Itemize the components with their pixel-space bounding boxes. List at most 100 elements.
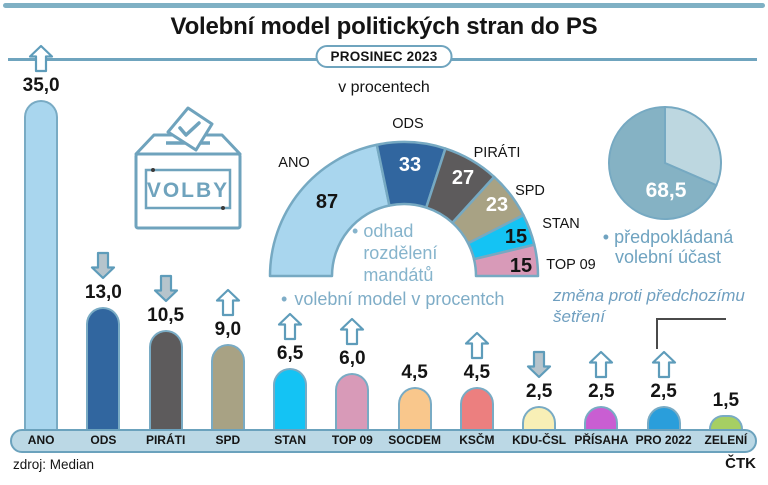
axis-label-ano: ANO	[27, 433, 55, 447]
bar-spd	[210, 344, 245, 429]
legend-vote-model: • volební model v procentch	[281, 289, 504, 310]
bullet-icon: •	[602, 227, 610, 247]
up-arrow-icon-spd	[215, 289, 240, 317]
bar-ods	[86, 306, 121, 429]
down-arrow-shape	[91, 251, 116, 279]
bar-value-zelení: 1,5	[712, 389, 740, 411]
bar-ano	[24, 100, 59, 429]
bar-value-ano: 35,0	[22, 75, 60, 96]
legend-turnout-line1: • předpokládaná	[602, 227, 734, 247]
legend-mandates: • odhad rozdělení mandátů	[352, 220, 437, 286]
down-arrow-shape	[527, 350, 552, 378]
mandate-value-stan: 15	[505, 226, 527, 248]
mandate-value-spd: 23	[486, 194, 508, 216]
bar-value-přísaha: 2,5	[588, 380, 615, 402]
page-title: Volební model politických stran do PS	[170, 13, 598, 40]
bar-value-ods: 13,0	[84, 281, 122, 303]
axis-label-kdu-čsl: KDU-ČSL	[512, 433, 567, 447]
bar-kdu-čsl	[522, 405, 557, 429]
bar-stan	[273, 367, 308, 429]
down-arrow-icon-piráti	[153, 275, 178, 303]
up-arrow-icon-pro-2022	[651, 350, 676, 378]
volby-label: VOLBY	[147, 179, 229, 202]
legend-turnout-line2: volební účast	[614, 246, 722, 267]
up-arrow-shape	[651, 350, 676, 378]
legend-vote-model-text: volební model v procentch	[294, 289, 505, 309]
down-arrow-shape	[153, 275, 178, 303]
mandate-label-ano: ANO	[278, 155, 309, 171]
bar-value-ksčm: 4,5	[463, 361, 491, 383]
mandate-segment-top-09	[472, 243, 540, 278]
note-pointer-line-horizontal	[656, 318, 726, 320]
mandate-label-piráti: PIRÁTI	[474, 144, 521, 161]
mandate-value-ano: 87	[316, 191, 338, 213]
up-arrow-icon-ano	[29, 44, 54, 73]
mandate-segment-ano	[268, 143, 391, 278]
checkmark-icon	[178, 121, 201, 137]
up-arrow-icon-přísaha	[589, 350, 614, 378]
axis-label-pro-2022: PRO 2022	[635, 433, 692, 447]
up-arrow-shape	[464, 331, 489, 359]
up-arrow-shape	[340, 317, 365, 345]
mandate-label-stan: STAN	[542, 216, 580, 232]
axis-label-socdem: SOCDEM	[388, 433, 441, 447]
bullet-icon: •	[352, 221, 359, 241]
up-arrow-shape	[278, 312, 303, 341]
agency-credit: ČTK	[725, 455, 756, 472]
dot-decoration	[151, 168, 155, 172]
bar-value-piráti: 10,5	[147, 305, 185, 327]
axis-label-piráti: PIRÁTI	[145, 433, 186, 447]
dot-decoration	[221, 206, 225, 210]
turnout-value: 68,5	[646, 179, 687, 202]
turnout-slice	[608, 105, 718, 220]
down-arrow-icon-ods	[91, 251, 116, 279]
unit-subtitle: v procentech	[338, 79, 430, 96]
axis-label-zelení: ZELENÍ	[704, 433, 748, 447]
up-arrow-icon-top-09	[340, 317, 365, 345]
bar-value-socdem: 4,5	[401, 361, 428, 383]
x-axis-band	[10, 429, 757, 453]
mandate-value-top-09: 15	[510, 255, 532, 277]
mandate-label-spd: SPD	[515, 183, 545, 199]
bar-value-pro-2022: 2,5	[650, 380, 677, 402]
axis-label-ksčm: KSČM	[459, 433, 495, 447]
ballot-box-body	[134, 152, 242, 230]
legend-turnout: • předpokládaná volební účast	[584, 227, 752, 267]
bar-value-kdu-čsl: 2,5	[525, 380, 553, 402]
axis-label-top-09: TOP 09	[331, 433, 373, 447]
mandate-label-ods: ODS	[392, 116, 423, 132]
up-arrow-icon-stan	[278, 312, 303, 341]
axis-label-ods: ODS	[90, 433, 117, 447]
mandate-value-ods: 33	[399, 154, 421, 176]
axis-label-spd: SPD	[215, 433, 241, 447]
axis-label-stan: STAN	[274, 433, 307, 447]
top-border-line	[3, 3, 765, 8]
note-pointer-line-vertical	[656, 318, 658, 349]
bar-top-09	[335, 372, 370, 429]
source-credit: zdroj: Median	[13, 457, 95, 472]
bar-ksčm	[459, 386, 494, 429]
date-badge: PROSINEC 2023	[315, 45, 453, 68]
legend-mandates-text: odhad rozdělení mandátů	[363, 221, 438, 285]
change-vs-previous-note: změna proti předchozímu šetření	[553, 286, 745, 326]
bar-piráti	[148, 330, 183, 429]
volby-label-frame	[144, 168, 232, 210]
bar-socdem	[397, 386, 432, 429]
up-arrow-shape	[29, 44, 54, 73]
bar-value-top-09: 6,0	[339, 347, 366, 369]
bar-pro-2022	[646, 405, 681, 429]
up-arrow-icon-ksčm	[464, 331, 489, 359]
up-arrow-shape	[215, 289, 240, 317]
bullet-icon: •	[281, 289, 288, 309]
up-arrow-shape	[589, 350, 614, 378]
mandate-value-piráti: 27	[452, 167, 474, 189]
turnout-remainder-slice	[664, 105, 722, 187]
turnout-pie-chart: 68,5	[608, 105, 722, 220]
down-arrow-icon-kdu-čsl	[527, 350, 552, 378]
mandate-label-top-09: TOP 09	[546, 257, 595, 273]
bar-přísaha	[584, 405, 619, 429]
bar-zelení	[708, 414, 743, 429]
